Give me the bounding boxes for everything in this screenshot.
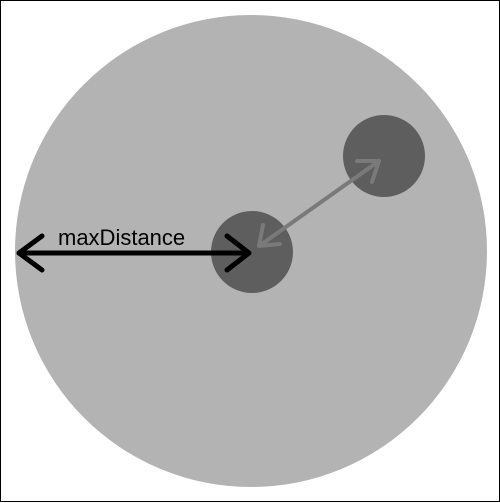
target-circle (343, 115, 425, 197)
center-circle (211, 211, 293, 293)
max-distance-arrowhead-right (224, 233, 252, 273)
max-distance-arrowhead-left (16, 233, 45, 273)
max-distance-arrow (16, 233, 252, 273)
direction-arrow (257, 159, 381, 248)
direction-arrowhead-end (355, 159, 381, 184)
direction-arrowhead-start (257, 223, 282, 248)
max-distance-label: maxDistance (58, 225, 185, 250)
